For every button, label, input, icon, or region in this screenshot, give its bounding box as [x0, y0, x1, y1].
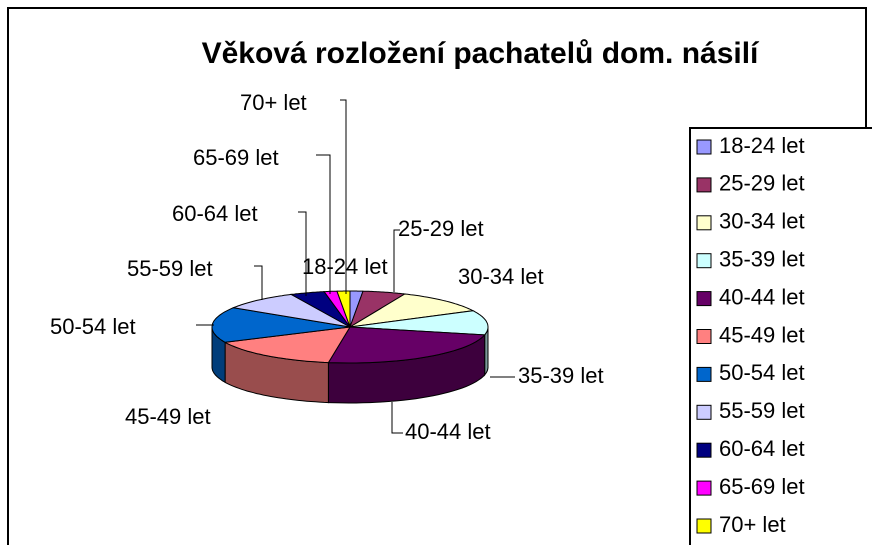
- legend-swatch: [696, 291, 712, 307]
- data-label: 50-54 let: [50, 314, 136, 339]
- legend-swatch: [696, 480, 712, 496]
- legend-swatch: [696, 366, 712, 382]
- leader-line: [391, 402, 403, 434]
- legend-label: 18-24 let: [719, 133, 805, 158]
- data-label: 40-44 let: [405, 419, 491, 444]
- legend-label: 55-59 let: [719, 398, 805, 423]
- leader-line: [340, 99, 347, 294]
- legend-label: 50-54 let: [719, 360, 805, 385]
- chart-title: Věková rozložení pachatelů dom. násilí: [201, 37, 759, 70]
- legend-swatch: [696, 404, 712, 420]
- slice: [231, 293, 351, 328]
- data-label: 25-29 let: [398, 216, 484, 241]
- legend-label: 70+ let: [719, 512, 786, 537]
- legend-swatch: [696, 518, 712, 534]
- data-label: 70+ let: [240, 90, 307, 115]
- leader-line: [298, 211, 307, 296]
- slice: [336, 290, 351, 328]
- legend-label: 45-49 let: [719, 322, 805, 347]
- data-label: 60-64 let: [172, 201, 258, 226]
- slice: [327, 326, 486, 364]
- slice: [289, 291, 351, 328]
- leader-line: [254, 265, 263, 300]
- slice: [349, 290, 407, 329]
- data-label: 55-59 let: [127, 256, 213, 281]
- legend-swatch: [696, 215, 712, 231]
- data-label: 18-24 let: [302, 254, 388, 279]
- data-label: 35-39 let: [518, 363, 604, 388]
- slice: [223, 326, 351, 364]
- legend-swatch: [696, 139, 712, 155]
- legend-label: 65-69 let: [719, 474, 805, 499]
- legend-swatch: [696, 329, 712, 344]
- legend-label: 35-39 let: [719, 247, 805, 272]
- legend-label: 25-29 let: [719, 171, 805, 196]
- slice: [349, 293, 475, 328]
- data-label: 45-49 let: [125, 404, 211, 429]
- legend-label: 40-44 let: [719, 284, 805, 309]
- leader-line: [393, 229, 400, 292]
- legend-swatch: [696, 177, 712, 193]
- legend-swatch: [696, 442, 712, 458]
- legend-box: [689, 127, 872, 545]
- leader-line: [316, 154, 331, 294]
- data-label: 30-34 let: [458, 264, 544, 289]
- legend-label: 30-34 let: [719, 209, 805, 234]
- legend-label: 60-64 let: [719, 436, 805, 461]
- legend-swatch: [696, 253, 712, 269]
- data-label: 65-69 let: [193, 145, 279, 170]
- slice: [323, 290, 351, 328]
